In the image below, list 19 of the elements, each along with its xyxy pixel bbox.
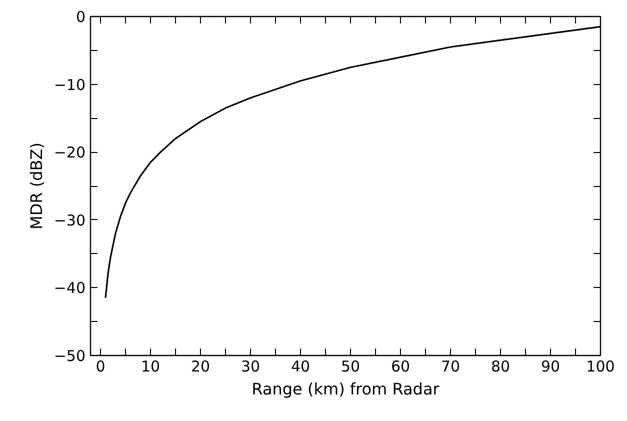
x-tick-label: 10 [140, 358, 160, 376]
y-tick-label: −40 [54, 279, 86, 298]
x-tick-label: 60 [390, 358, 410, 376]
y-tick-label: −50 [54, 347, 86, 365]
x-tick-label: 0 [96, 358, 106, 376]
x-tick-label: 100 [586, 358, 615, 376]
x-tick-label: 80 [490, 358, 510, 376]
x-tick-label: 50 [340, 358, 360, 376]
y-axis-title: MDR (dBZ) [26, 142, 46, 230]
x-tick-label: 20 [190, 358, 210, 376]
x-tick-label: 30 [240, 358, 260, 376]
y-tick-label: −10 [54, 76, 86, 94]
x-tick-label: 70 [440, 358, 460, 376]
y-tick-label: 0 [76, 8, 86, 26]
y-tick-label: −30 [54, 211, 86, 230]
x-tick-label: 90 [540, 358, 560, 376]
x-axis-title: Range (km) from Radar [252, 380, 440, 398]
y-tick-label: −20 [54, 144, 86, 162]
x-tick-label: 40 [290, 358, 310, 376]
